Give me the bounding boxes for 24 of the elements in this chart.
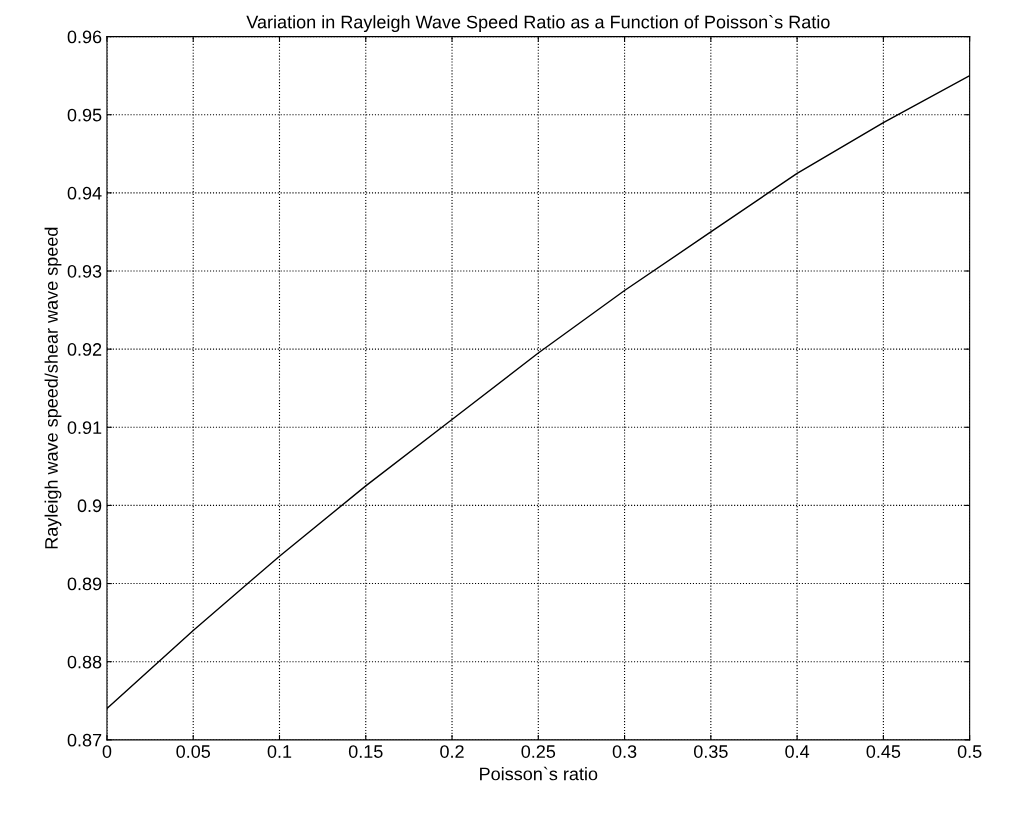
- x-tick-label: 0.5: [957, 745, 982, 758]
- y-tick-label: 0.93: [67, 264, 102, 278]
- y-tick-label: 0.92: [67, 343, 102, 356]
- x-tick-label: 0.4: [785, 745, 810, 758]
- y-tick-label: 0.95: [67, 108, 102, 122]
- x-tick-label: 0.35: [693, 745, 728, 758]
- y-tick-label: 0.94: [67, 186, 102, 200]
- x-tick-label: 0.25: [521, 745, 556, 758]
- y-tick-label: 0.91: [67, 421, 102, 434]
- y-axis-title: Rayleigh wave speed/shear wave speed: [44, 227, 62, 549]
- x-tick-label: 0: [102, 745, 112, 758]
- x-tick-label: 0.05: [176, 745, 211, 758]
- y-tick-label: 0.88: [67, 655, 102, 669]
- y-tick-label: 0.96: [67, 30, 102, 44]
- x-tick-label: 0.1: [267, 745, 292, 758]
- x-tick-label: 0.45: [866, 745, 901, 758]
- x-tick-label: 0.2: [440, 745, 464, 758]
- x-tick-label: 0.15: [348, 745, 383, 758]
- chart-title: Variation in Rayleigh Wave Speed Ratio as a Function of Poisson`s Ratio: [246, 14, 830, 32]
- x-tick-label: 0.3: [612, 745, 637, 758]
- x-axis-title: Poisson`s ratio: [480, 766, 598, 781]
- y-tick-label: 0.89: [67, 577, 102, 591]
- y-tick-label: 0.9: [77, 499, 102, 513]
- y-tick-label: 0.87: [67, 733, 102, 747]
